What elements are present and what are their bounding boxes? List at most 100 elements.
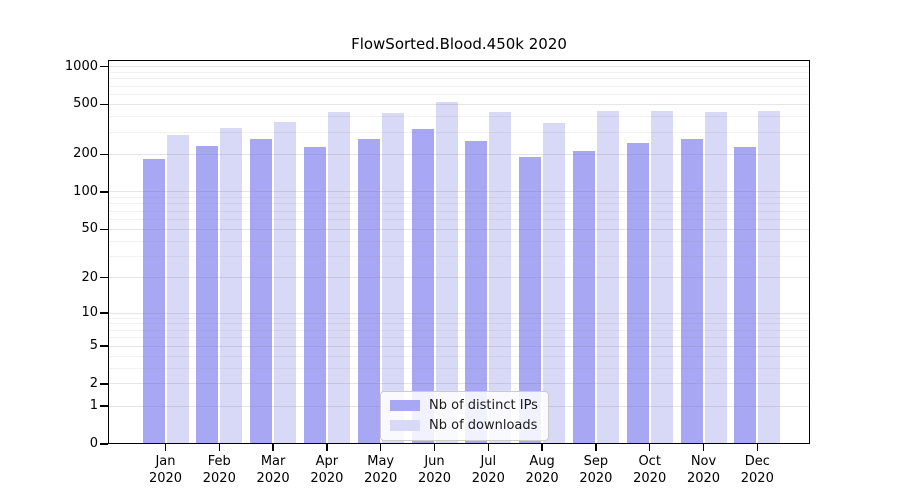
y-tick [100, 345, 108, 347]
bar-distinct-ips [519, 157, 542, 444]
x-axis-label: Oct 2020 [622, 453, 678, 487]
x-axis-label-line: Jul [480, 454, 497, 469]
x-axis-label: Sep 2020 [568, 453, 624, 487]
x-axis-label-line: 2020 [471, 471, 505, 486]
gridline-major [108, 228, 810, 230]
gridline-minor [108, 367, 810, 369]
y-tick [100, 103, 108, 106]
x-axis-label-line: 2020 [686, 471, 721, 486]
x-axis-label-line: Jan [155, 454, 176, 469]
bar-downloads [758, 111, 781, 444]
x-tick [756, 444, 758, 451]
y-axis-label: 0 [89, 436, 98, 451]
gridline-minor [108, 329, 810, 331]
gridline-minor [108, 197, 810, 199]
x-axis-label-line: Dec [744, 454, 770, 469]
x-axis-label-line: 2020 [525, 471, 559, 486]
y-axis-label: 1000 [64, 58, 98, 74]
bar-distinct-ips [142, 159, 165, 444]
gridline-minor [108, 203, 810, 205]
bar-distinct-ips [680, 139, 703, 444]
bar-distinct-ips [250, 139, 273, 444]
gridline-minor [108, 85, 810, 87]
y-axis-label: 5 [89, 338, 98, 354]
x-axis-label-line: 2020 [633, 471, 667, 486]
x-axis-label-line: 2020 [364, 471, 398, 486]
legend-swatch-distinct-ips [390, 400, 420, 411]
gridline-major [108, 345, 810, 347]
x-axis-label: Mar 2020 [245, 453, 301, 487]
x-axis-label: Nov 2020 [676, 453, 732, 487]
x-axis-label-line: Apr [315, 454, 339, 469]
gridline-major [108, 312, 810, 314]
x-axis-label-line: 2020 [417, 471, 452, 486]
bar-distinct-ips [196, 146, 219, 444]
x-axis-label: Feb 2020 [191, 453, 247, 487]
gridline-minor [108, 210, 810, 212]
y-axis-label: 2 [89, 375, 98, 391]
legend-label-distinct-ips: Nb of distinct IPs [429, 398, 538, 413]
y-tick [100, 312, 108, 314]
plot-area: Jan 2020 Feb 2020 Mar 2020 Apr 2020 May 2020 Jun 20… [65, 59, 810, 486]
x-axis-label-line: Sep [583, 454, 609, 469]
gridline-minor [108, 240, 810, 242]
bar-downloads [596, 110, 619, 444]
gridline-minor [108, 131, 810, 133]
y-axis-label: 20 [81, 269, 98, 285]
x-axis-label: Apr 2020 [299, 453, 355, 487]
gridline-minor [108, 71, 810, 73]
gridline-major [108, 191, 810, 193]
y-tick [100, 228, 108, 230]
x-tick [218, 444, 220, 451]
gridline-major [108, 383, 810, 385]
x-tick [487, 444, 489, 451]
gridline-minor [108, 255, 810, 257]
gridline-minor [108, 78, 810, 80]
legend-label-downloads: Nb of downloads [429, 418, 538, 433]
gridline-minor [108, 355, 810, 357]
x-tick [702, 444, 705, 451]
x-axis-label: Jun 2020 [407, 453, 463, 487]
bar-distinct-ips [465, 141, 488, 444]
bar-distinct-ips [626, 143, 649, 444]
y-axis-label: 100 [73, 183, 98, 199]
x-axis-label-line: Oct [638, 454, 661, 469]
legend: Nb of distinct IPs Nb of downloads [380, 391, 549, 441]
x-tick [541, 444, 543, 451]
y-tick [100, 153, 108, 155]
bar-downloads [650, 110, 673, 444]
gridline-major [108, 153, 810, 155]
x-axis-label-line: 2020 [148, 471, 183, 486]
chart-title: FlowSorted.Blood.450k 2020 [351, 35, 567, 53]
x-tick [164, 444, 167, 451]
x-axis-label-line: 2020 [256, 471, 290, 486]
x-axis-label-line: Mar [260, 454, 286, 469]
bar-distinct-ips [357, 139, 380, 444]
gridline-minor [108, 116, 810, 118]
x-tick [380, 444, 382, 451]
bar-downloads [489, 111, 512, 444]
x-axis-label: Jul 2020 [460, 453, 516, 487]
legend-swatch-downloads [390, 420, 420, 431]
legend-item-downloads: Nb of downloads [390, 418, 538, 433]
y-tick [100, 65, 108, 68]
y-tick [100, 191, 108, 193]
gridline-minor [108, 337, 810, 339]
bar-downloads [381, 112, 404, 444]
x-axis-label: Aug 2020 [514, 453, 570, 487]
bar-distinct-ips [734, 147, 757, 444]
y-tick [100, 383, 108, 385]
x-axis-label-line: Jun [424, 454, 445, 469]
x-tick [433, 444, 436, 451]
gridline-minor [108, 218, 810, 220]
y-tick [100, 405, 108, 407]
x-axis-label-line: 2020 [740, 471, 774, 486]
gridline-major [108, 103, 810, 105]
y-axis-label: 1 [89, 398, 98, 414]
y-axis-label: 500 [73, 96, 98, 112]
x-axis-label-line: 2020 [579, 471, 613, 486]
bar-downloads [543, 123, 566, 444]
x-tick [272, 444, 274, 451]
bar-downloads [274, 121, 297, 444]
